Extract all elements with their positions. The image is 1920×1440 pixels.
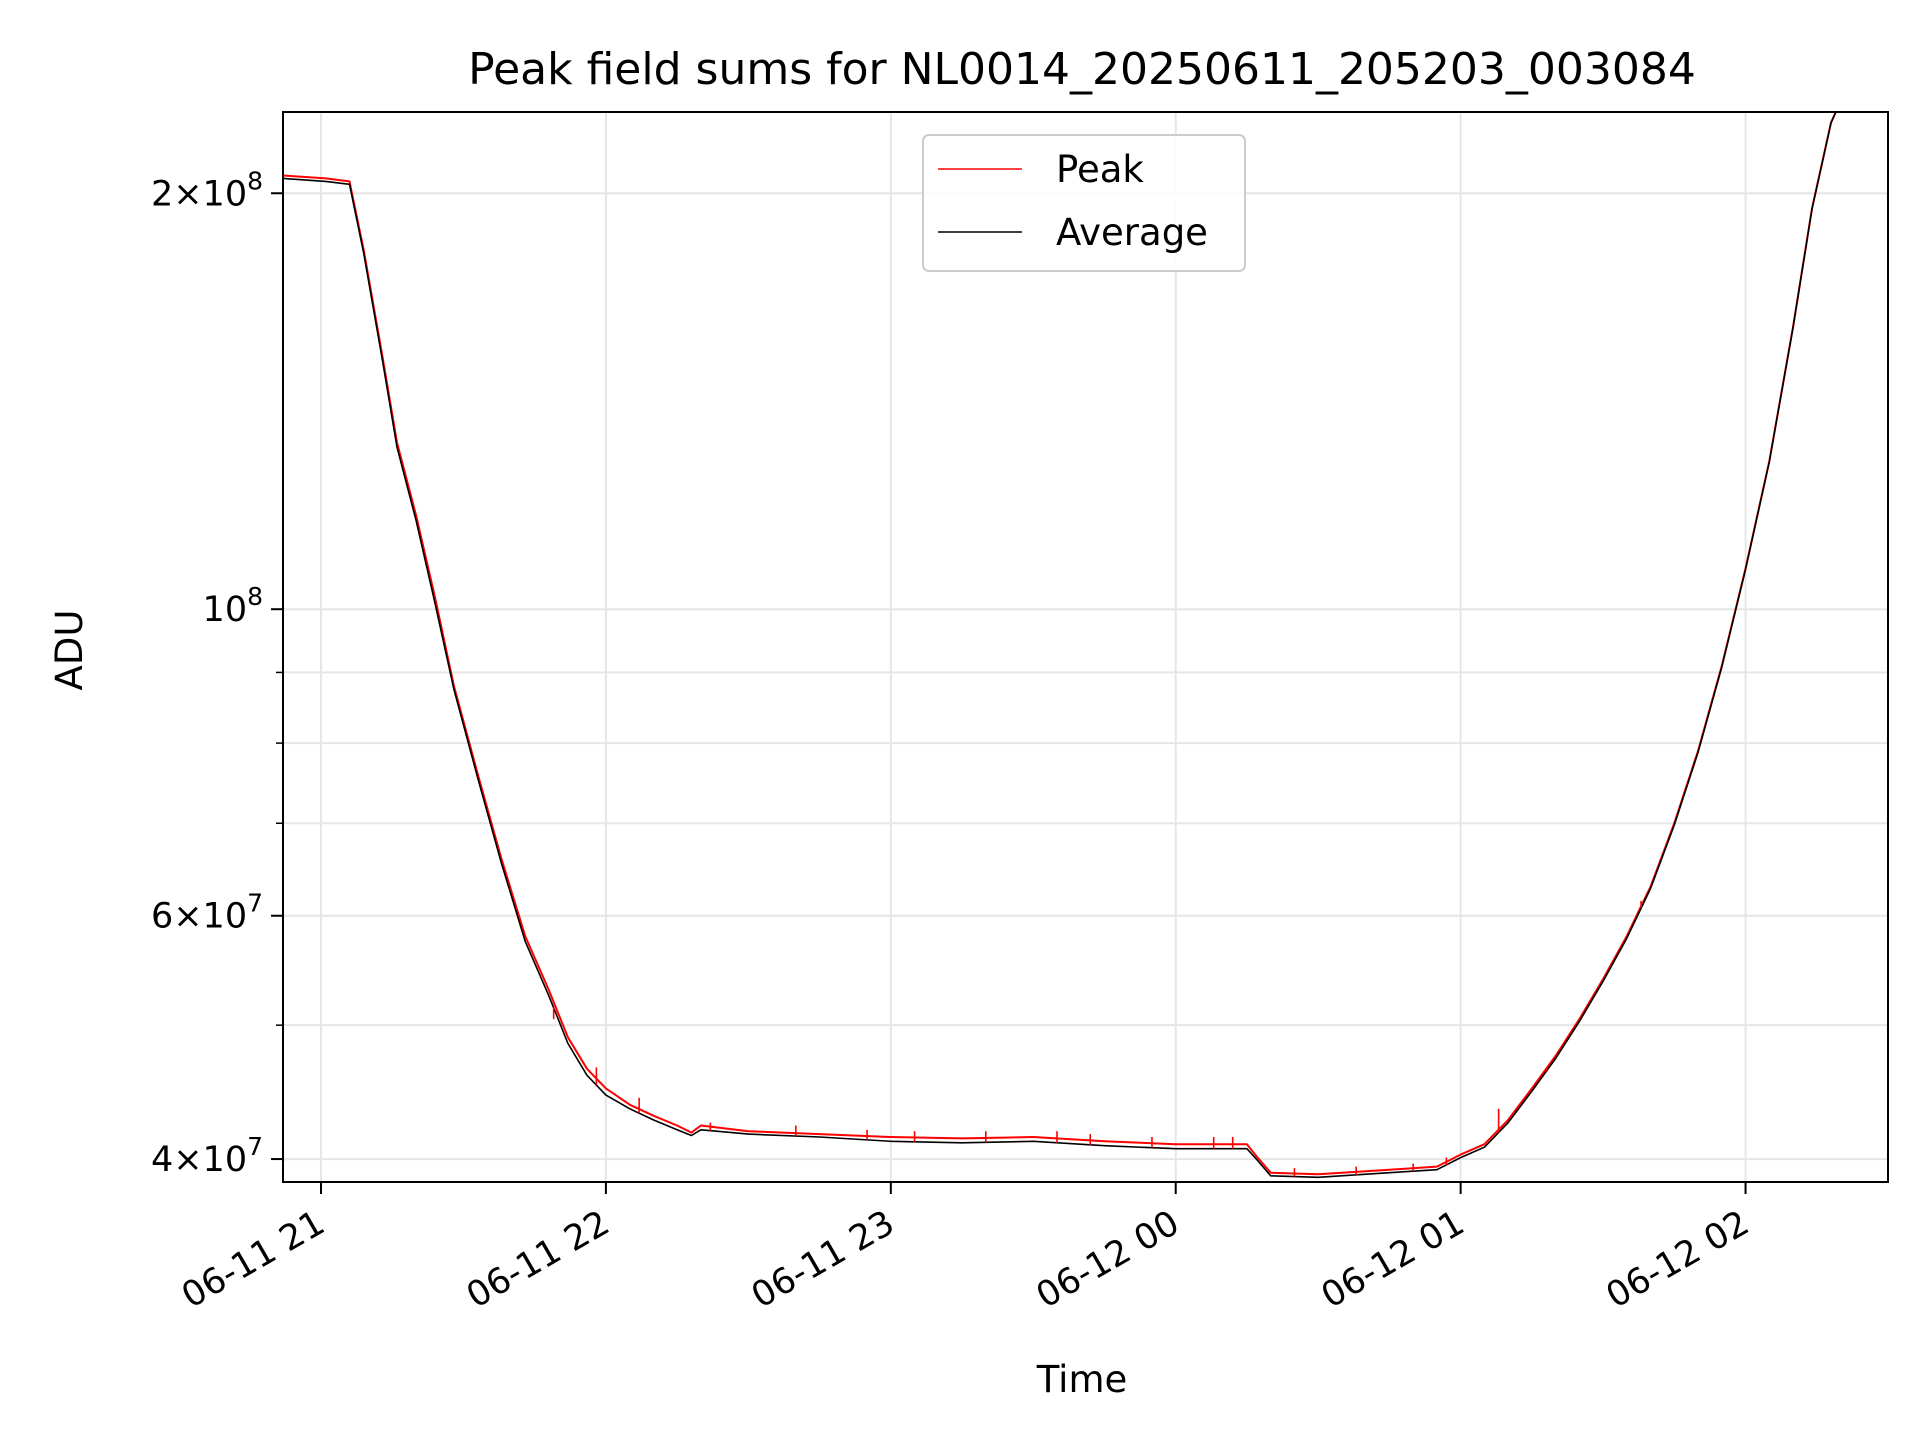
- y-tick-label: 6×107: [151, 889, 263, 937]
- y-tick-label: 108: [203, 582, 263, 630]
- y-axis-ticks: 4×107 6×107 108 2×108: [151, 166, 283, 1180]
- series-group: [282, 111, 1837, 1179]
- y-axis-label: ADU: [48, 610, 91, 691]
- y-tick-label: 2×108: [151, 166, 263, 214]
- x-axis-label: Time: [1036, 1358, 1128, 1401]
- y-tick-label: 4×107: [151, 1132, 263, 1180]
- series-line-average: [282, 111, 1837, 1179]
- legend: Peak Average: [922, 134, 1246, 272]
- legend-label-average: Average: [1056, 211, 1208, 254]
- chart-title: Peak field sums for NL0014_20250611_2052…: [468, 44, 1696, 95]
- plot-frame: [282, 111, 1889, 1183]
- legend-label-peak: Peak: [1056, 148, 1144, 191]
